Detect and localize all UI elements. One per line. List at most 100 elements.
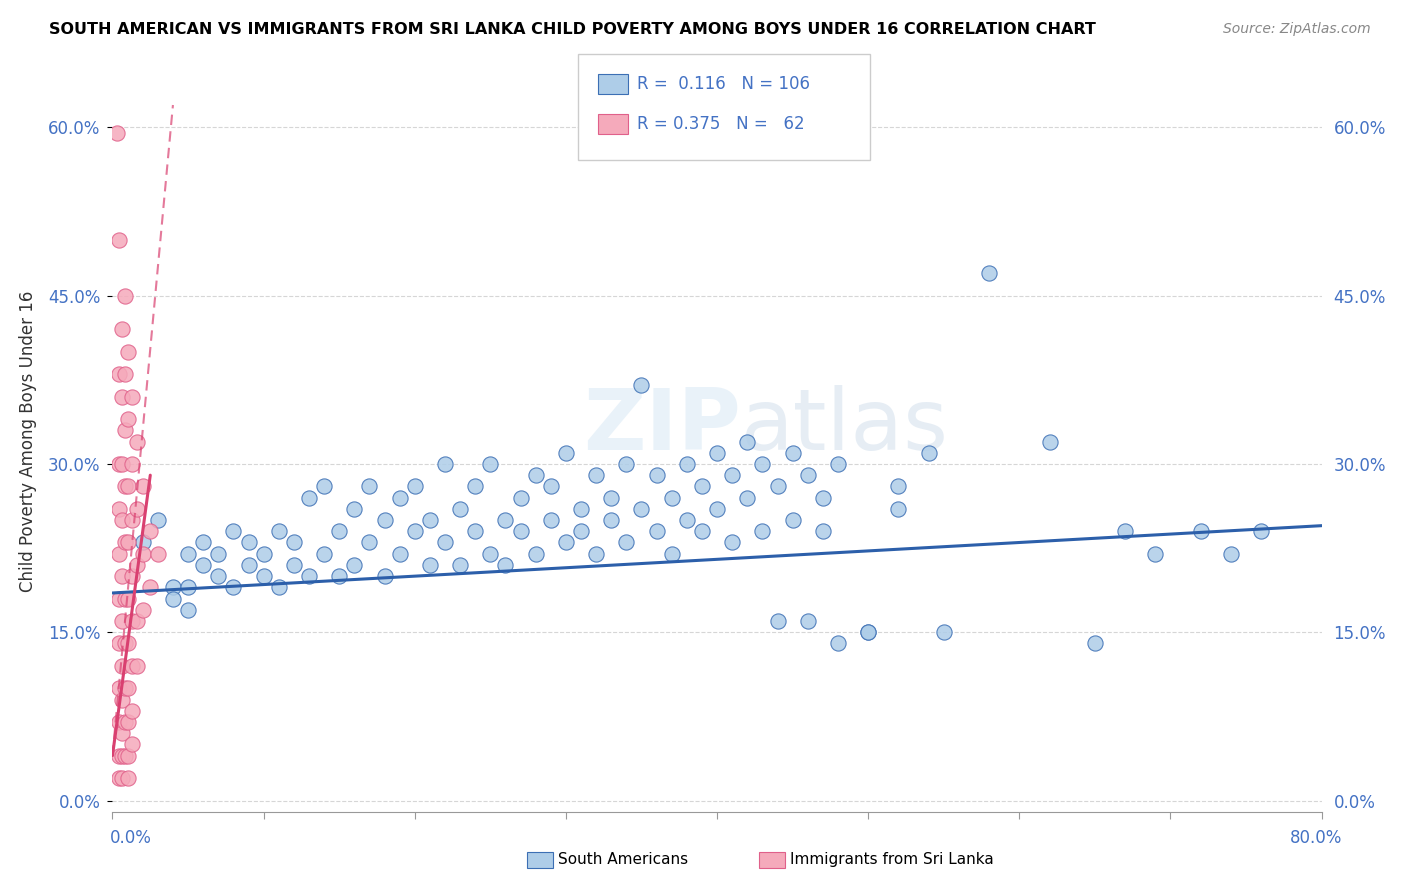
Point <box>585 468 607 483</box>
Point <box>207 547 229 561</box>
Point <box>524 468 547 483</box>
Point <box>690 524 713 539</box>
Point <box>283 535 305 549</box>
Point <box>107 547 129 561</box>
Point <box>388 491 411 505</box>
Point <box>328 524 350 539</box>
Point <box>222 580 245 594</box>
Point <box>110 513 132 527</box>
Point <box>139 580 162 594</box>
Point <box>107 591 129 606</box>
Point <box>114 636 136 650</box>
Point <box>932 625 955 640</box>
Point <box>464 524 486 539</box>
Point <box>283 558 305 572</box>
Point <box>110 726 132 740</box>
Point <box>495 513 517 527</box>
Point <box>540 513 562 527</box>
Text: R = 0.375   N =   62: R = 0.375 N = 62 <box>637 115 804 133</box>
Point <box>114 535 136 549</box>
Point <box>117 681 139 696</box>
Point <box>811 524 834 539</box>
Point <box>766 614 789 628</box>
Y-axis label: Child Poverty Among Boys Under 16: Child Poverty Among Boys Under 16 <box>20 291 37 592</box>
Point <box>125 659 148 673</box>
Point <box>721 535 744 549</box>
Point <box>782 513 804 527</box>
Point <box>146 513 169 527</box>
Point <box>162 591 184 606</box>
Point <box>1084 636 1107 650</box>
Text: SOUTH AMERICAN VS IMMIGRANTS FROM SRI LANKA CHILD POVERTY AMONG BOYS UNDER 16 CO: SOUTH AMERICAN VS IMMIGRANTS FROM SRI LA… <box>49 22 1097 37</box>
Point <box>117 636 139 650</box>
Point <box>419 513 441 527</box>
Point <box>827 636 849 650</box>
Point <box>114 423 136 437</box>
Point <box>359 535 381 549</box>
Point <box>751 457 773 471</box>
Point <box>706 501 728 516</box>
Point <box>298 491 321 505</box>
Point <box>464 479 486 493</box>
Point <box>298 569 321 583</box>
Point <box>433 535 456 549</box>
Point <box>107 771 129 785</box>
Point <box>524 547 547 561</box>
Point <box>107 457 129 471</box>
Text: 0.0%: 0.0% <box>110 830 152 847</box>
Point <box>343 501 366 516</box>
Point <box>121 704 143 718</box>
Point <box>616 535 638 549</box>
Point <box>419 558 441 572</box>
Point <box>110 390 132 404</box>
Point <box>540 479 562 493</box>
Point <box>661 491 683 505</box>
Point <box>585 547 607 561</box>
Point <box>388 547 411 561</box>
Point <box>121 659 143 673</box>
Point <box>569 524 592 539</box>
Point <box>374 513 396 527</box>
Point <box>114 479 136 493</box>
Point <box>121 390 143 404</box>
Point <box>404 479 426 493</box>
Point <box>107 714 129 729</box>
Point <box>107 636 129 650</box>
Point <box>117 771 139 785</box>
Point <box>267 524 290 539</box>
Point <box>887 479 910 493</box>
Point <box>114 681 136 696</box>
Point <box>132 547 155 561</box>
Point <box>125 434 148 449</box>
Point <box>238 558 260 572</box>
Point <box>238 535 260 549</box>
Point <box>449 501 471 516</box>
Point <box>191 558 214 572</box>
Point <box>796 468 818 483</box>
Point <box>117 714 139 729</box>
Point <box>1114 524 1136 539</box>
Point <box>433 457 456 471</box>
Point <box>107 368 129 382</box>
Point <box>107 233 129 247</box>
Point <box>110 322 132 336</box>
Point <box>600 513 623 527</box>
Point <box>359 479 381 493</box>
Point <box>856 625 880 640</box>
Point <box>117 535 139 549</box>
Point <box>856 625 880 640</box>
Point <box>125 501 148 516</box>
Point <box>630 378 652 392</box>
Point <box>253 569 276 583</box>
Point <box>796 614 818 628</box>
Point <box>110 748 132 763</box>
Point <box>139 524 162 539</box>
Point <box>117 479 139 493</box>
Point <box>207 569 229 583</box>
Point <box>162 580 184 594</box>
Point <box>107 501 129 516</box>
Point <box>114 368 136 382</box>
Point <box>191 535 214 549</box>
Point <box>690 479 713 493</box>
Point <box>107 748 129 763</box>
